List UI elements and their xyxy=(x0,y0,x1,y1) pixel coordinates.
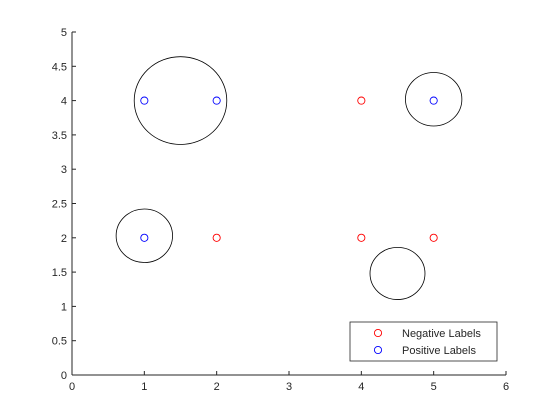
y-tick-label: 4.5 xyxy=(52,61,67,73)
y-tick-label: 1.5 xyxy=(52,267,67,279)
x-tick-label: 1 xyxy=(141,381,147,393)
data-point xyxy=(430,234,437,241)
circle-overlay xyxy=(116,209,172,263)
data-points xyxy=(141,97,438,241)
circle-overlay xyxy=(405,72,461,126)
y-tick-label: 2.5 xyxy=(52,199,67,211)
data-point xyxy=(141,97,148,104)
x-tick-label: 2 xyxy=(214,381,220,393)
y-tick-label: 5 xyxy=(61,27,67,39)
y-tick-label: 4 xyxy=(61,96,67,108)
x-tick-label: 3 xyxy=(286,381,292,393)
circle-overlays xyxy=(116,57,462,300)
legend-entry: Positive Labels xyxy=(402,345,476,357)
data-point xyxy=(358,234,365,241)
x-tick-label: 5 xyxy=(431,381,437,393)
data-point xyxy=(141,234,148,241)
y-tick-label: 3 xyxy=(61,164,67,176)
legend-entry: Negative Labels xyxy=(402,328,481,340)
y-tick-label: 1 xyxy=(61,301,67,313)
data-point xyxy=(358,97,365,104)
y-tick-label: 0.5 xyxy=(52,336,67,348)
y-tick-label: 0 xyxy=(61,370,67,382)
x-tick-label: 4 xyxy=(358,381,364,393)
circle-overlay xyxy=(370,247,425,299)
data-point xyxy=(213,234,220,241)
data-point xyxy=(430,97,437,104)
legend: Negative Labels Positive Labels xyxy=(350,322,497,361)
y-tick-label: 3.5 xyxy=(52,130,67,142)
data-point xyxy=(213,97,220,104)
x-tick-label: 6 xyxy=(503,381,509,393)
x-tick-label: 0 xyxy=(69,381,75,393)
y-tick-label: 2 xyxy=(61,233,67,245)
